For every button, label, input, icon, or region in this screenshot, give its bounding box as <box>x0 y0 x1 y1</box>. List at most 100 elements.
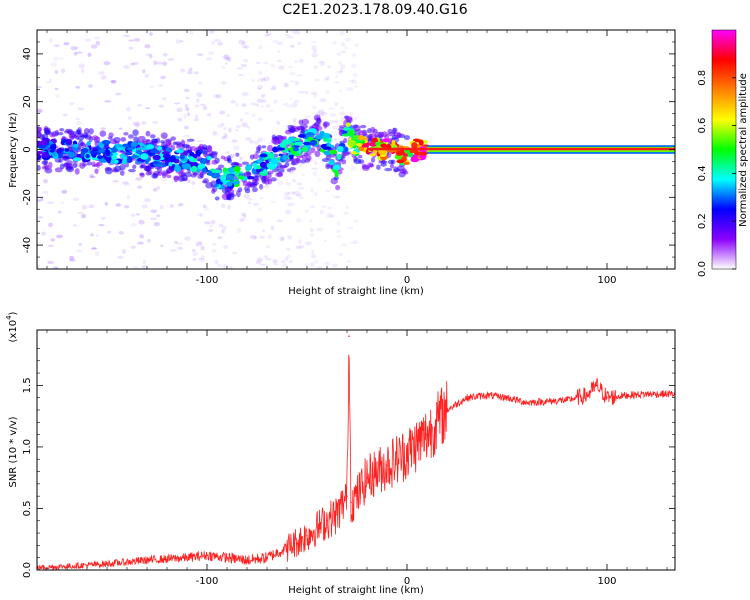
spectrogram-blob <box>228 166 235 173</box>
spectrogram-noise <box>56 234 63 239</box>
spectrogram-noise <box>75 86 81 89</box>
spectrogram-noise <box>259 197 264 200</box>
spectrogram-noise <box>279 236 284 242</box>
spectrogram-noise <box>232 145 240 151</box>
spectrogram-halo <box>37 126 43 133</box>
spectrogram-noise <box>325 75 330 81</box>
spectrogram-halo <box>366 135 373 141</box>
spectrogram-noise <box>270 200 277 203</box>
spectrogram-noise <box>323 239 328 243</box>
spectrogram-halo <box>251 181 260 186</box>
spectrogram-noise <box>348 79 354 83</box>
spectrogram-blob <box>391 139 396 146</box>
spectrogram-halo <box>325 155 332 160</box>
spectrogram-noise <box>264 255 268 259</box>
spectrogram-noise <box>245 137 252 141</box>
spectrogram-blob <box>309 139 318 146</box>
spectrogram-noise <box>160 75 166 80</box>
spectrogram-noise <box>241 122 248 128</box>
spectrogram-noise <box>193 118 200 122</box>
spectrogram-noise <box>273 260 278 266</box>
spectrogram-blob <box>380 143 388 148</box>
spectrogram-halo <box>132 164 137 170</box>
spectrogram-noise <box>273 99 278 104</box>
spectrogram-noise <box>177 246 184 250</box>
spectrogram-noise <box>294 59 298 64</box>
spectrogram-blob <box>92 147 98 152</box>
spectrogram-halo <box>145 165 151 172</box>
spectrogram-noise <box>180 68 186 73</box>
spectrogram-blob <box>336 146 344 153</box>
spectrogram-noise <box>255 260 262 265</box>
spectrogram-noise <box>94 36 101 40</box>
spectrogram-blob <box>207 170 213 176</box>
spectrogram-axes: -100 0 100 -40 -20 0 20 40 <box>22 30 675 286</box>
spectrogram-x-tick-label: 100 <box>597 275 616 286</box>
spectrogram-blob <box>259 161 268 168</box>
spectrogram-noise <box>212 94 219 99</box>
spectrogram-halo <box>198 143 205 151</box>
spectrogram-noise <box>266 141 273 145</box>
spectrogram-noise <box>156 214 161 218</box>
spectrogram-noise <box>324 189 330 193</box>
spectrogram-blob <box>121 159 127 165</box>
spectrogram-noise <box>263 76 270 82</box>
spectrogram-blob <box>101 139 111 145</box>
spectrogram-noise <box>282 102 289 106</box>
spectrogram-halo <box>387 159 394 165</box>
spectrogram-noise <box>293 120 297 125</box>
spectrogram-blob <box>179 154 186 160</box>
spectrogram-halo <box>270 177 277 182</box>
spectrogram-blob <box>378 149 387 156</box>
spectrogram-blob <box>130 155 140 159</box>
spectrogram-noise <box>250 102 257 106</box>
spectrogram-noise <box>189 30 194 35</box>
spectrogram-blob <box>126 156 133 163</box>
spectrogram-halo <box>119 170 125 176</box>
spectrogram-blob <box>407 151 414 158</box>
spectrogram-noise <box>228 127 232 133</box>
spectrogram-noise <box>295 193 303 198</box>
spectrogram-noise <box>184 103 189 108</box>
spectrogram-noise <box>40 231 47 236</box>
spectrogram-noise <box>103 61 111 66</box>
spectrogram-blob <box>122 143 129 148</box>
spectrogram-noise <box>270 225 275 231</box>
spectrogram-halo <box>249 154 255 160</box>
spectrogram-noise <box>304 90 309 95</box>
spectrogram-noise <box>326 213 333 219</box>
spectrogram-noise <box>338 252 343 257</box>
spectrogram-noise <box>223 244 228 250</box>
spectrogram-noise <box>167 57 174 62</box>
spectrogram-noise <box>54 87 59 91</box>
spectrogram-blob <box>37 154 42 158</box>
spectrogram-noise <box>283 196 291 200</box>
spectrogram-noise <box>199 103 206 106</box>
spectrogram-halo <box>380 160 388 165</box>
spectrogram-noise <box>149 85 154 88</box>
spectrogram-halo <box>243 186 250 191</box>
spectrogram-halo <box>357 154 363 159</box>
spectrogram-noise <box>225 56 232 62</box>
spectrogram-blob <box>322 146 332 150</box>
spectrogram-noise <box>216 264 222 268</box>
spectrogram-noise <box>352 52 356 57</box>
spectrogram-noise <box>298 244 305 249</box>
spectrogram-noise <box>98 223 105 227</box>
spectrogram-halo <box>387 131 396 137</box>
spectrogram-noise <box>231 252 238 255</box>
spectrogram-blob <box>272 146 278 153</box>
spectrogram-noise <box>236 228 242 233</box>
spectrogram-noise <box>150 209 158 214</box>
spectrogram-noise <box>211 248 217 253</box>
spectrogram-halo <box>164 138 173 143</box>
spectrogram-blob <box>168 165 173 170</box>
spectrogram-noise <box>293 31 301 35</box>
spectrogram-noise <box>123 205 130 209</box>
spectrogram-noise <box>213 38 221 42</box>
spectrogram-noise <box>312 49 318 53</box>
spectrogram-noise <box>162 96 167 101</box>
spectrogram-halo <box>109 138 117 144</box>
spectrogram-noise <box>217 235 222 240</box>
spectrogram-noise <box>251 79 256 82</box>
